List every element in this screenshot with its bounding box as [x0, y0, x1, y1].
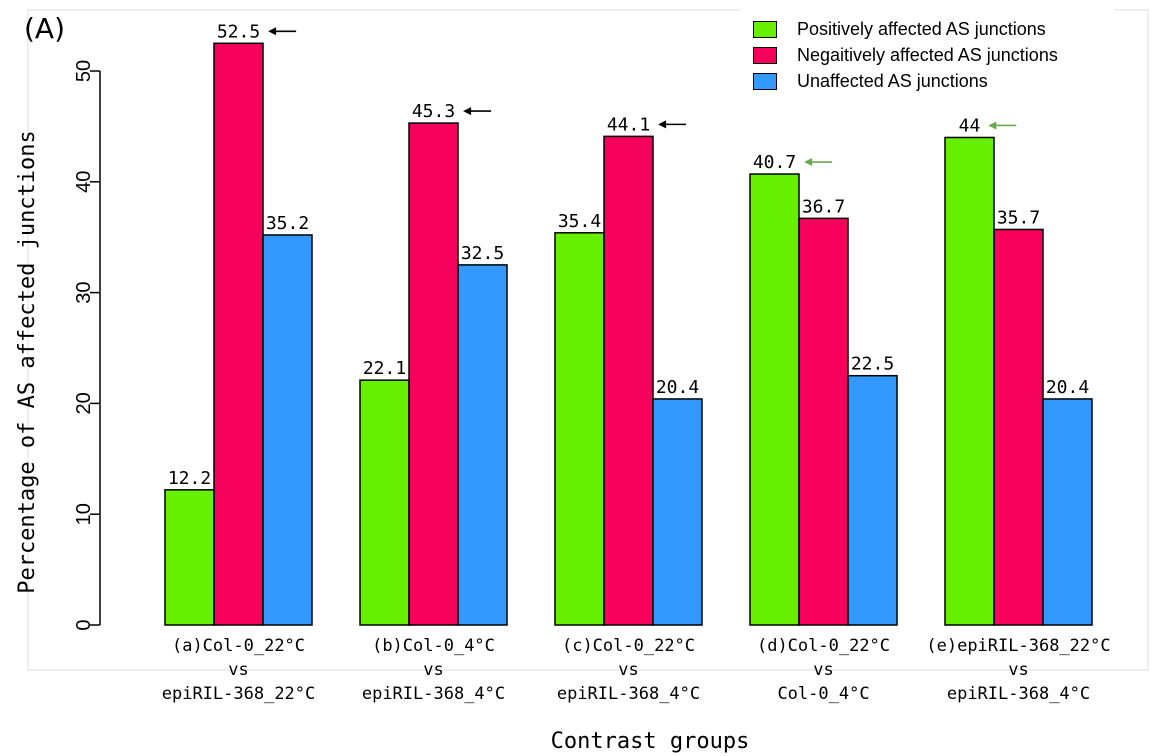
y-tick-label: 0	[73, 619, 95, 630]
bar	[554, 232, 605, 626]
x-category-label: (d)Col-0_22°C	[757, 636, 890, 656]
bar-value-label: 44.1	[607, 114, 650, 135]
annotation-arrow-head	[988, 121, 997, 130]
x-category-label: epiRIL-368_22°C	[162, 684, 316, 704]
bar-value-label: 20.4	[656, 377, 699, 398]
bar-value-label: 45.3	[412, 101, 455, 122]
bar	[164, 489, 215, 626]
x-category-label: vs	[423, 660, 443, 680]
x-category-label: Col-0_4°C	[777, 684, 869, 704]
annotation-arrow-head	[463, 107, 472, 116]
legend-swatch-positive	[753, 20, 777, 38]
legend-item-negative: Negaitively affected AS junctions	[753, 44, 1058, 66]
bar	[1042, 398, 1093, 626]
x-category-label: vs	[618, 660, 638, 680]
bar-value-label: 20.4	[1046, 377, 1089, 398]
bar	[993, 228, 1044, 626]
bar-value-label: 22.5	[851, 354, 894, 375]
annotation-arrow-head	[658, 120, 667, 129]
bar-value-label: 32.5	[461, 243, 504, 264]
y-tick-label: 10	[73, 503, 95, 525]
plot-frame	[27, 9, 1149, 671]
bar-value-label: 35.4	[558, 211, 601, 232]
legend-label-unaffected: Unaffected AS junctions	[797, 70, 988, 91]
legend-item-unaffected: Unaffected AS junctions	[753, 70, 988, 92]
annotation-arrow-head	[804, 158, 813, 167]
x-axis-categories: (a)Col-0_22°Cvs epiRIL-368_22°C (b)Col-0_4…	[162, 636, 1111, 704]
y-tick-label: 30	[73, 281, 95, 303]
bar	[798, 217, 849, 626]
panel-label: (A)	[24, 12, 66, 45]
y-tick-label: 20	[73, 392, 95, 414]
annotations-group	[268, 27, 1017, 167]
y-tick-label: 40	[73, 171, 95, 193]
bar-value-label: 40.7	[753, 152, 796, 173]
legend: Positively affected AS junctions Negaiti…	[741, 6, 1114, 103]
annotation-arrow-head	[268, 27, 277, 36]
x-category-label: epiRIL-368_4°C	[947, 684, 1090, 704]
y-axis: 0 10 20 30 40 50	[73, 60, 101, 631]
bar	[457, 264, 508, 626]
legend-swatch-unaffected	[753, 72, 777, 90]
bar-value-label: 35.7	[997, 207, 1040, 228]
bar-value-label: 12.2	[168, 468, 211, 489]
x-category-label: vs	[813, 660, 833, 680]
bar-value-label: 35.2	[266, 213, 309, 234]
x-category-label: vs	[228, 660, 248, 680]
y-tick-label: 50	[73, 60, 95, 82]
x-axis-title: Contrast groups	[551, 729, 750, 754]
bar-value-label: 44	[959, 115, 981, 136]
x-category-label: vs	[1008, 660, 1028, 680]
legend-item-positive: Positively affected AS junctions	[753, 18, 1046, 40]
legend-label-positive: Positively affected AS junctions	[797, 18, 1046, 39]
x-category-label: epiRIL-368_4°C	[362, 684, 505, 704]
y-axis-title: Percentage of AS affected junctions	[15, 130, 40, 594]
bar	[603, 135, 654, 626]
x-category-label: (e)epiRIL-368_22°C	[926, 636, 1110, 656]
bar	[749, 173, 800, 626]
bar	[359, 379, 410, 626]
bar	[213, 42, 264, 626]
bar	[408, 122, 459, 626]
bar-value-label: 36.7	[802, 196, 845, 217]
bar-value-label: 52.5	[217, 21, 260, 42]
bar	[652, 398, 703, 626]
x-category-label: (b)Col-0_4°C	[372, 636, 495, 656]
x-category-label: (c)Col-0_22°C	[562, 636, 695, 656]
bar	[262, 234, 313, 626]
bar-value-label: 22.1	[363, 358, 406, 379]
legend-swatch-negative	[753, 46, 777, 64]
bar	[944, 136, 995, 626]
x-category-label: epiRIL-368_4°C	[557, 684, 700, 704]
x-category-label: (a)Col-0_22°C	[172, 636, 305, 656]
bars-group: 12.2 52.5 35.2 22.1 45.3 32.5 35.4 44.1 20.4 40.7…	[164, 21, 1093, 626]
legend-label-negative: Negaitively affected AS junctions	[797, 44, 1058, 65]
bar	[847, 374, 898, 626]
